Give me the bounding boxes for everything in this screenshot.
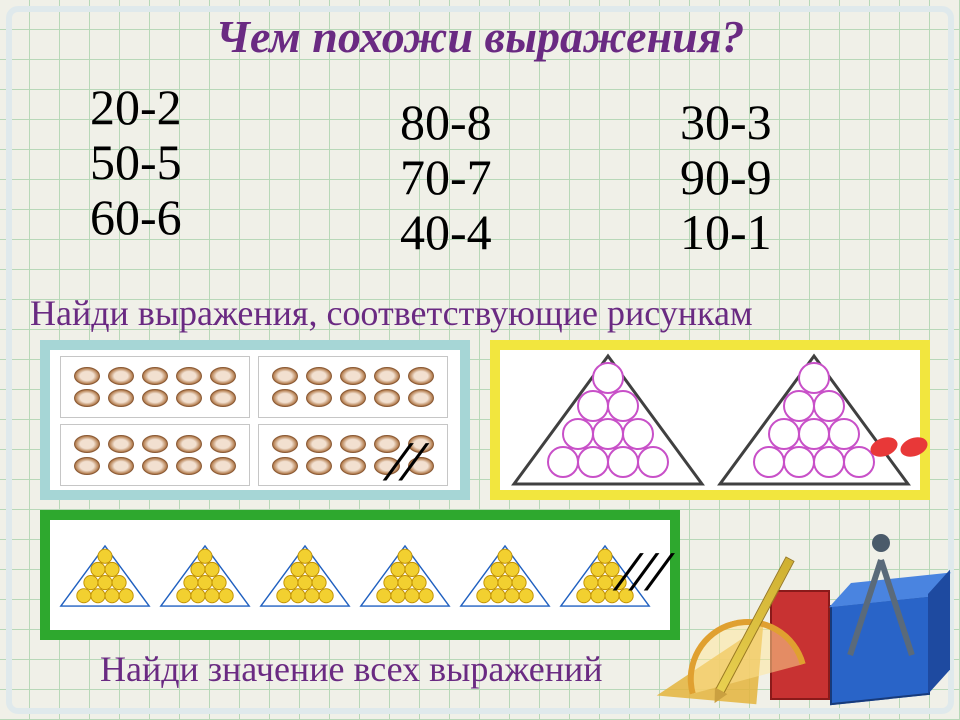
expr: 60-6 xyxy=(90,190,182,245)
math-tools-decoration xyxy=(670,510,950,710)
instruction-2: Найди значение всех выражений xyxy=(100,648,603,690)
expression-column-1: 20-2 50-5 60-6 xyxy=(90,80,182,245)
expression-column-2: 80-8 70-7 40-4 xyxy=(400,95,492,260)
expr: 50-5 xyxy=(90,135,182,190)
expr: 30-3 xyxy=(680,95,772,150)
coin-group xyxy=(60,424,250,486)
compass-icon xyxy=(840,540,920,660)
expr: 90-9 xyxy=(680,150,772,205)
expr: 10-1 xyxy=(680,205,772,260)
slide-title: Чем похожи выражения? xyxy=(0,10,960,63)
yellow-triangle xyxy=(258,526,352,626)
yellow-triangle xyxy=(458,526,552,626)
expr: 40-4 xyxy=(400,205,492,260)
coin-group xyxy=(258,356,448,418)
picture-b-frame xyxy=(490,340,930,500)
pink-triangle xyxy=(714,350,914,490)
pink-triangle xyxy=(508,350,708,490)
picture-c-frame xyxy=(40,510,680,640)
expr: 80-8 xyxy=(400,95,492,150)
yellow-triangle xyxy=(158,526,252,626)
expr: 70-7 xyxy=(400,150,492,205)
expression-column-3: 30-3 90-9 10-1 xyxy=(680,95,772,260)
mark-two-ovals-icon xyxy=(870,438,928,456)
yellow-triangle xyxy=(58,526,152,626)
instruction-1: Найди выражения, соответствующие рисунка… xyxy=(30,292,753,334)
yellow-triangle xyxy=(358,526,452,626)
coin-group xyxy=(60,356,250,418)
expr: 20-2 xyxy=(90,80,182,135)
